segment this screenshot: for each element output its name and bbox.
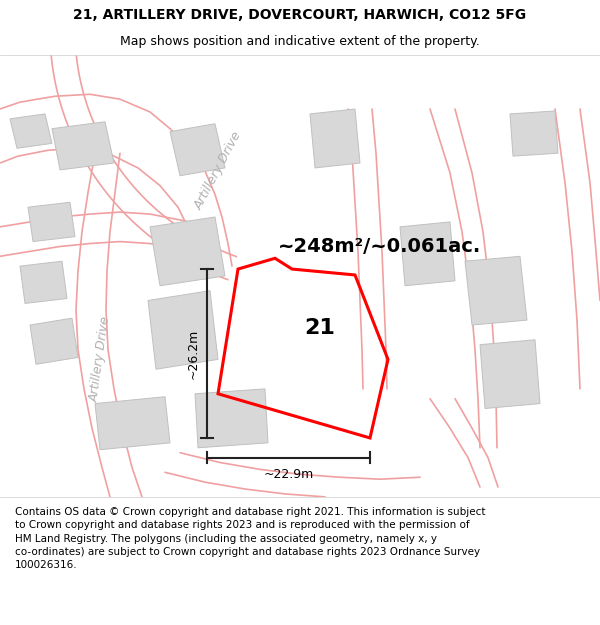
Polygon shape <box>148 291 218 369</box>
Text: Contains OS data © Crown copyright and database right 2021. This information is : Contains OS data © Crown copyright and d… <box>15 507 485 570</box>
Text: 21, ARTILLERY DRIVE, DOVERCOURT, HARWICH, CO12 5FG: 21, ARTILLERY DRIVE, DOVERCOURT, HARWICH… <box>73 8 527 22</box>
Polygon shape <box>510 111 558 156</box>
Polygon shape <box>10 114 52 148</box>
Text: Artillery Drive: Artillery Drive <box>88 316 112 403</box>
Polygon shape <box>150 217 225 286</box>
Text: Artillery Drive: Artillery Drive <box>192 129 244 212</box>
Polygon shape <box>400 222 455 286</box>
Polygon shape <box>480 340 540 409</box>
Polygon shape <box>310 109 360 168</box>
Polygon shape <box>20 261 67 303</box>
Text: ~22.9m: ~22.9m <box>263 468 314 481</box>
Text: Map shows position and indicative extent of the property.: Map shows position and indicative extent… <box>120 35 480 48</box>
Polygon shape <box>52 122 114 170</box>
Text: ~248m²/~0.061ac.: ~248m²/~0.061ac. <box>278 237 482 256</box>
Text: 21: 21 <box>305 318 335 338</box>
Text: ~26.2m: ~26.2m <box>187 328 199 379</box>
Polygon shape <box>195 389 268 448</box>
Polygon shape <box>170 124 225 176</box>
Polygon shape <box>28 202 75 242</box>
Polygon shape <box>30 318 78 364</box>
Polygon shape <box>465 256 527 325</box>
Polygon shape <box>95 397 170 450</box>
